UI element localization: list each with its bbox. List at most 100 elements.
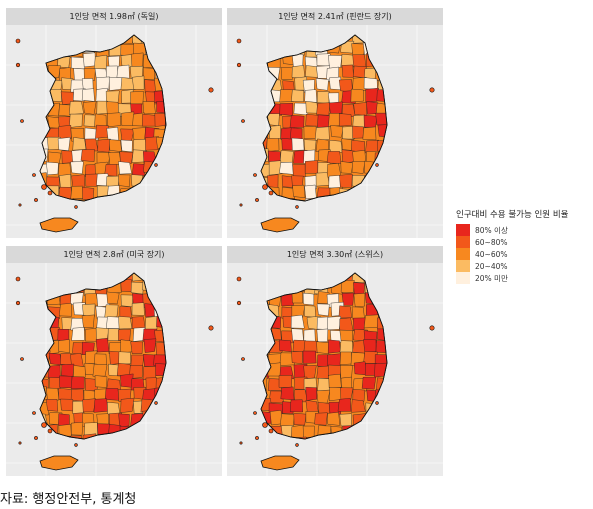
district [326,35,341,45]
district [377,186,387,200]
district [261,351,269,365]
district [40,91,49,107]
district [314,412,328,426]
island [47,428,53,434]
district [353,282,365,295]
district [268,43,283,56]
district [268,280,282,294]
district [292,184,306,198]
district [280,67,294,80]
district [58,339,70,353]
district [156,101,166,114]
district [168,354,180,366]
district [305,113,320,127]
district [316,435,329,439]
district [261,44,269,58]
district [305,386,317,401]
district [378,273,387,283]
district [351,161,366,174]
district [70,185,84,200]
district [82,303,96,317]
jeju-island [260,217,300,233]
district [57,125,72,141]
district [282,198,296,201]
district [375,377,387,392]
district [168,152,180,165]
district [338,305,352,319]
district [167,53,180,66]
district [156,40,166,54]
island [268,428,274,434]
island [262,184,268,190]
district [132,197,146,201]
district [306,436,321,439]
district [365,87,379,103]
district [40,103,50,117]
district [156,55,166,69]
district [48,89,62,102]
district [375,112,387,126]
district [351,43,366,57]
district [339,340,354,353]
district [57,35,72,46]
district [167,279,179,291]
island [18,441,22,445]
district [73,365,86,379]
district [92,363,108,377]
district [376,437,387,439]
district [131,316,146,330]
district [316,273,330,282]
district [390,56,403,69]
district [107,198,121,201]
island [262,422,268,428]
district [389,283,401,295]
district [69,113,83,128]
legend-swatch [456,272,470,284]
legend-label: 20% 미만 [475,273,508,283]
district [386,124,387,138]
district [94,35,109,43]
district [261,327,271,341]
district [164,115,166,128]
island [32,173,36,177]
district [267,174,279,189]
district [353,293,366,308]
district [58,387,73,401]
district [269,316,281,329]
district [40,316,47,330]
legend-label: 80% 이상 [475,225,508,235]
district [164,137,166,152]
district [279,413,295,427]
district [169,292,182,305]
district [40,35,50,45]
district [40,78,50,91]
district [167,92,179,105]
district [169,187,180,199]
district [118,174,131,187]
district [47,151,62,165]
district [361,376,377,390]
district [118,329,131,342]
district [142,409,155,424]
island [18,203,22,207]
island [241,357,245,361]
district [167,126,182,139]
district [165,67,166,80]
district [340,280,355,293]
island [255,436,259,440]
district [354,199,368,201]
district [339,329,354,344]
district [326,151,342,164]
district [82,398,96,413]
district [60,273,75,283]
district [327,196,340,201]
district [282,438,296,439]
district [152,175,166,188]
district [291,137,305,151]
coastline [39,34,167,202]
district [45,278,60,292]
legend-label: 40~60% [475,249,508,259]
district [40,329,50,344]
district [362,126,377,141]
district [156,437,166,439]
